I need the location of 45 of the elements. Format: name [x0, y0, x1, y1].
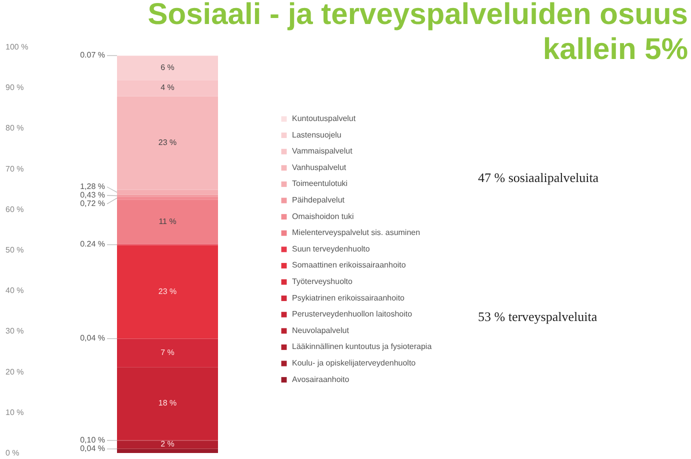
legend-label: Päihdepalvelut — [292, 196, 346, 204]
y-tick-label: 40 % — [6, 286, 24, 296]
legend-label: Avosairaanhoito — [292, 374, 350, 384]
legend-label: Suun terveydenhuolto — [292, 244, 370, 254]
y-tick-label: 50 % — [6, 246, 24, 254]
legend-label: Lastensuojelu — [292, 130, 342, 140]
legend-label: Lääkinnällinen kuntoutus ja fysioterapia — [292, 342, 432, 352]
legend-label: Vammaispalvelut — [292, 146, 354, 156]
y-tick-label: 80 % — [6, 124, 24, 133]
y-tick-label: 60 % — [6, 204, 24, 214]
legend-label: Perusterveydenhuollon laitoshoito — [292, 310, 413, 319]
y-tick-label: 90 % — [6, 83, 24, 92]
data-label: 11 % — [158, 216, 176, 226]
legend-label: Somaattinen erikoissairaanhoito — [292, 260, 406, 270]
y-tick-label: 100 % — [6, 42, 28, 52]
legend-label: Toimeentulotuki — [292, 179, 348, 188]
text: 53 % terveyspalveluita — [478, 309, 598, 324]
data-label: 23 % — [158, 286, 177, 296]
legend-label: Psykiatrinen erikoissairaanhoito — [292, 293, 406, 302]
legend-label: Mielenterveyspalvelut sis. asuminen — [292, 228, 420, 238]
text: 47 % sosiaalipalveluita — [478, 170, 599, 185]
y-tick-label: 10 % — [6, 408, 24, 417]
legend-label: Työterveyshuolto — [292, 277, 354, 286]
y-tick-label: 0 % — [6, 448, 20, 458]
data-label: 0.24 % — [80, 240, 105, 249]
data-label: 0,72 % — [80, 198, 105, 208]
legend-label: Kuntoutuspalvelut — [292, 114, 356, 123]
data-label: 1,28 % — [80, 182, 105, 191]
data-label: 0,43 % — [80, 190, 105, 200]
y-tick-label: 70 % — [6, 164, 24, 174]
legend-label: Neuvolapalvelut — [292, 326, 350, 335]
legend-label: Omaishoidon tuki — [292, 212, 354, 221]
data-label: 2 % — [160, 440, 174, 449]
data-label: 4 % — [160, 83, 174, 92]
legend-label: Vanhuspalvelut — [292, 162, 347, 172]
data-label: 7 % — [160, 348, 174, 357]
data-label: 0.07 % — [80, 50, 105, 60]
data-label: 0,10 % — [80, 435, 105, 444]
data-label: 18 % — [158, 398, 177, 408]
data-label: 23 % — [158, 138, 177, 148]
y-tick-label: 30 % — [6, 326, 24, 336]
data-label: 0,04 % — [80, 334, 105, 343]
data-label: 0,04 % — [80, 444, 105, 453]
y-tick-label: 20 % — [6, 367, 24, 376]
legend-label: Koulu- ja opiskelijaterveydenhuolto — [292, 358, 416, 368]
